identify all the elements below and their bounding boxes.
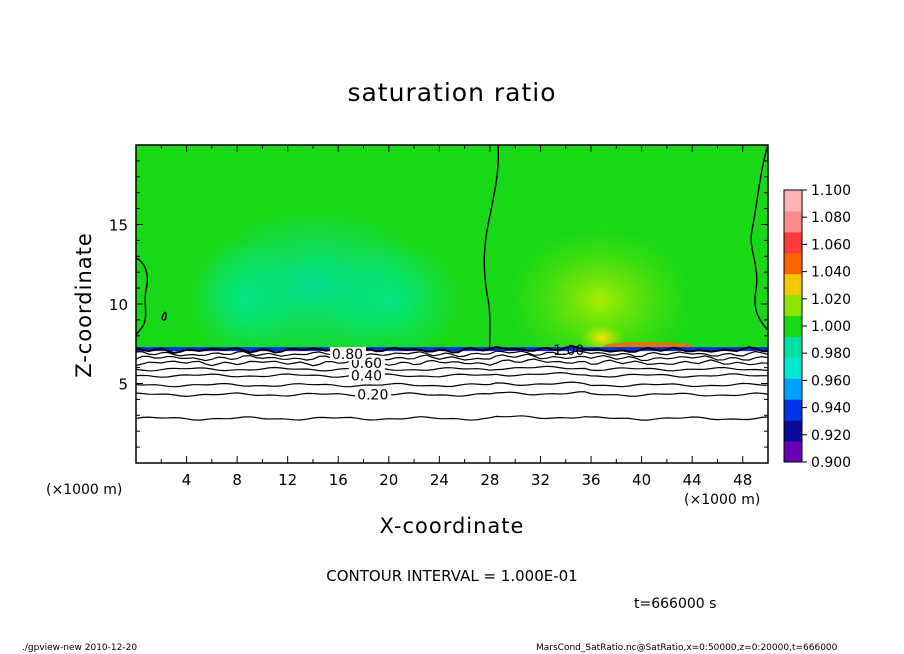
contour-lines (135, 344, 769, 421)
contour-line-0.40 (135, 371, 769, 378)
contour-line-0.1 (135, 415, 769, 421)
x-tick-label: 36 (581, 471, 600, 489)
colorbar-swatch (784, 294, 802, 317)
colorbar-label: 0.940 (811, 401, 851, 417)
time-label: t=666000 s (634, 596, 717, 612)
x-tick-label: 24 (430, 471, 449, 489)
x-tick-label: 12 (278, 471, 297, 489)
y-tick-label: 5 (118, 376, 128, 394)
x-tick-label: 28 (480, 471, 499, 489)
contour-labels: 0.200.400.600.80 1.00 (329, 343, 584, 404)
contour-label-bg (355, 387, 392, 401)
colorbar-label: 1.000 (811, 319, 851, 335)
colorbar-swatch (784, 336, 802, 358)
contour-line-0.3 (135, 381, 769, 388)
colorbar-label: 1.080 (811, 210, 851, 226)
colorbar-swatch (784, 378, 802, 400)
contour-line-1.00 (135, 344, 769, 354)
colorbar-swatch (784, 231, 802, 254)
x-tick-label: 44 (683, 471, 702, 489)
contour-line-0.60 (135, 358, 769, 367)
chart-title: saturation ratio (347, 78, 557, 107)
colorbar: 0.900 0.920 0.940 0.960 0.980 1.000 1.020 1.040… (783, 183, 851, 471)
contour-label-bg (348, 368, 385, 382)
x-axis-label: X-coordinate (379, 514, 525, 538)
colorbar-label: 0.980 (811, 346, 851, 362)
x-unit-right: (×1000 m) (684, 492, 761, 508)
colorbar-swatch (784, 441, 802, 463)
contour-label: 0.80 (332, 347, 363, 363)
supersaturated-patch (505, 225, 695, 375)
x-axis: 4 8 12 16 20 24 28 32 36 40 44 48 (160, 145, 769, 489)
colorbar-label: 0.960 (811, 373, 851, 389)
contour-label-bg (329, 347, 366, 361)
contour-line-1.00 (483, 145, 500, 351)
colorbar-label: 0.900 (811, 455, 851, 471)
x-tick-label: 48 (733, 471, 752, 489)
colorbar-swatch (784, 252, 802, 275)
colorbar-label: 0.920 (811, 428, 851, 444)
contour-line-0.20 (135, 391, 769, 398)
contour-line-0.80 (135, 350, 769, 358)
y-tick-label: 15 (109, 217, 128, 235)
subsaturated-patch (190, 240, 300, 360)
x-tick-label: 8 (232, 471, 242, 489)
y-axis-label: Z-coordinate (72, 232, 96, 378)
contour-interval-label: CONTOUR INTERVAL = 1.000E-01 (326, 567, 578, 585)
contour-label: 0.40 (351, 369, 382, 385)
contour-line-0.7 (135, 353, 769, 362)
x-tick-label: 40 (632, 471, 651, 489)
saturation-contours (136, 145, 768, 351)
colorbar-swatch (784, 420, 802, 442)
colorbar-label: 1.020 (811, 292, 851, 308)
layer-edge-band (136, 347, 768, 352)
x-tick-label: 20 (379, 471, 398, 489)
colorbar-label: 1.040 (811, 265, 851, 281)
footer-left: ./gpview-new 2010-12-20 (22, 643, 138, 653)
y-axis: 5 10 15 (109, 160, 768, 448)
contour-label: 0.20 (357, 388, 388, 404)
subsaturated-layer (136, 350, 768, 463)
colorbar-swatch (784, 190, 802, 212)
x-unit-left: (×1000 m) (46, 482, 123, 498)
contour-label: 1.00 (553, 343, 584, 359)
contour-line-1.00 (750, 145, 768, 331)
x-tick-label: 32 (531, 471, 550, 489)
colorbar-swatch (784, 210, 802, 233)
colorbar-swatch (784, 399, 802, 421)
colorbar-label: 1.100 (811, 183, 851, 199)
x-tick-label: 16 (329, 471, 348, 489)
contour-line-1.00 (161, 311, 167, 321)
colorbar-swatch (784, 273, 802, 296)
colorbar-swatch (784, 315, 802, 337)
y-tick-label: 10 (109, 296, 128, 314)
x-tick-label: 4 (182, 471, 192, 489)
colorbar-swatch (784, 357, 802, 379)
subsaturated-patch (320, 240, 460, 360)
colorbar-label: 1.060 (811, 237, 851, 253)
contour-line-0.5 (135, 365, 769, 372)
contour-line-1.00 (136, 257, 149, 336)
footer-right: MarsCond_SatRatio.nc@SatRatio,x=0:50000,… (536, 643, 838, 653)
